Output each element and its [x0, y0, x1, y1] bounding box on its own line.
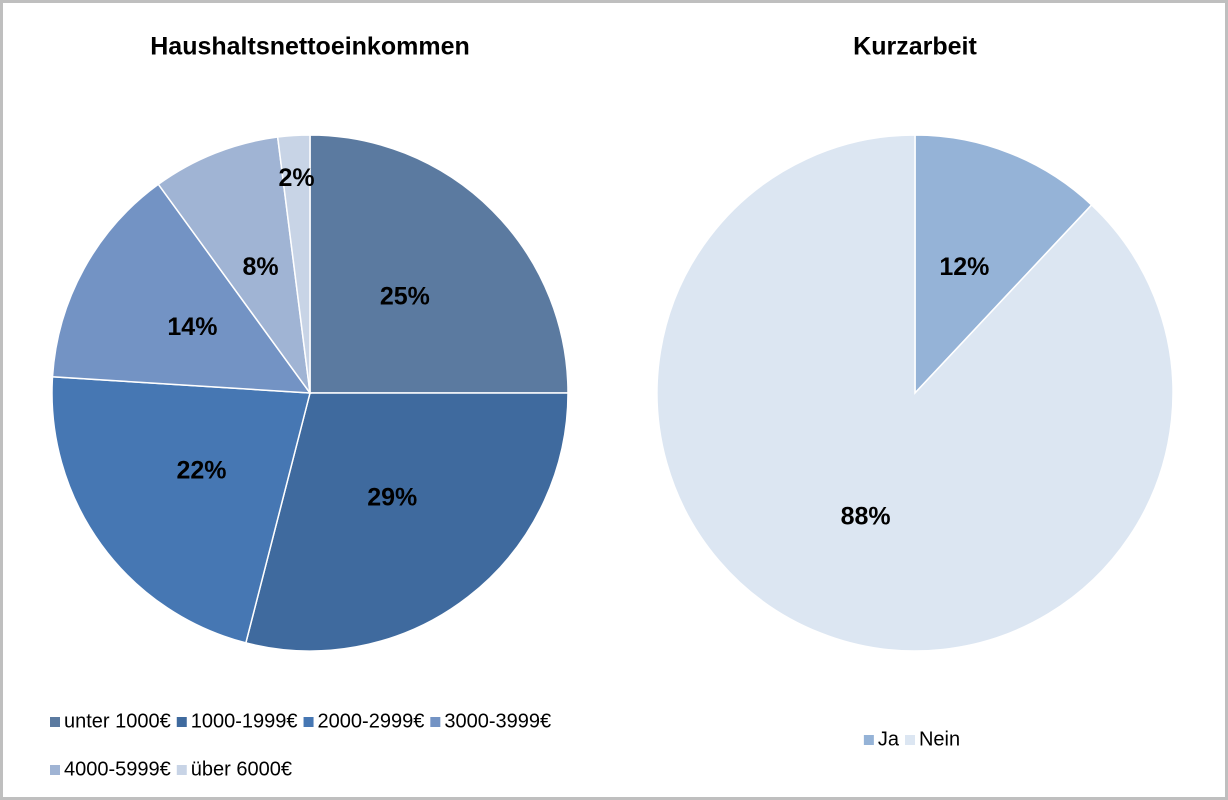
data-label: 22%	[176, 456, 226, 484]
data-label: 29%	[367, 484, 417, 512]
pie-slice	[51, 376, 311, 644]
legend-label: Nein	[919, 728, 960, 750]
legend-item: unter 1000€	[50, 710, 171, 732]
data-label: 2%	[278, 164, 314, 192]
chart-title: Kurzarbeit	[853, 33, 977, 61]
legend-swatch	[430, 717, 441, 727]
legend-swatch	[50, 765, 60, 775]
legend-swatch	[863, 735, 874, 745]
legend-label: 1000-1999€	[191, 710, 298, 732]
pie-slice	[157, 136, 311, 394]
legend-label: unter 1000€	[64, 710, 171, 732]
legend-item: Nein	[904, 728, 960, 750]
legend-swatch	[176, 717, 187, 727]
pie-slice	[244, 392, 569, 652]
pie-slice	[914, 134, 1093, 395]
legend-item: 2000-2999€	[303, 710, 425, 732]
legend-swatch	[50, 717, 60, 727]
legend-item: über 6000€	[176, 758, 292, 780]
pie-slice	[656, 134, 1174, 652]
legend-swatch	[303, 717, 314, 727]
data-label: 8%	[243, 253, 279, 281]
legend-swatch	[176, 765, 187, 775]
chart-title: Haushaltsnettoeinkommen	[150, 33, 470, 61]
legend-swatch	[904, 735, 915, 745]
pie-slice	[276, 134, 311, 394]
data-label: 14%	[167, 313, 217, 341]
pie-slice	[51, 183, 312, 394]
pie-slice	[309, 134, 569, 394]
legend-label: 2000-2999€	[318, 710, 425, 732]
legend-item: 1000-1999€	[176, 710, 298, 732]
data-label: 12%	[939, 253, 989, 281]
legend-label: 3000-3999€	[444, 710, 551, 732]
data-label: 88%	[841, 502, 891, 530]
legend-label: über 6000€	[191, 758, 292, 780]
legend-item: Ja	[863, 728, 900, 750]
legend-item: 4000-5999€	[50, 758, 171, 780]
legend-label: Ja	[878, 728, 900, 750]
data-label: 25%	[380, 283, 430, 311]
legend-item: 3000-3999€	[430, 710, 551, 732]
legend-label: 4000-5999€	[64, 758, 171, 780]
